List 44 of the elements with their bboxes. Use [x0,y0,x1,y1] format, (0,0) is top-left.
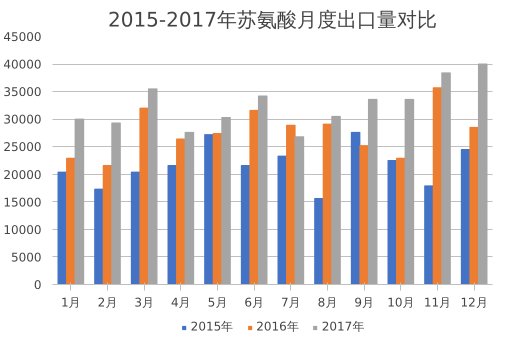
bar [350,132,360,284]
bar [148,88,158,284]
x-tick-label: 9月 [354,296,374,310]
y-tick-label: 15000 [3,195,42,210]
y-tick-label: 45000 [3,30,42,44]
y-tick-label: 5000 [10,250,42,264]
bar [404,98,414,284]
y-tick-label: 25000 [3,140,42,154]
bar [184,132,194,284]
bar [286,124,296,284]
bar [368,98,378,284]
bar [212,132,222,284]
x-tick-label: 5月 [208,296,228,310]
x-tick-label: 11月 [424,296,452,310]
legend-label: 2015年 [190,318,234,336]
legend-label: 2016年 [256,318,299,336]
y-tick-label: 20000 [3,168,42,182]
bar [102,164,112,284]
chart-title: 2015-2017年苏氨酸月度出口量对比 [108,8,438,32]
x-tick-label: 8月 [318,296,338,310]
x-tick-label: 10月 [387,296,414,310]
bar [111,122,121,284]
bar [441,72,451,284]
bar [322,124,332,284]
bar [294,136,304,284]
legend-label: 2017年 [322,318,364,336]
bar [432,87,442,284]
x-tick-label: 6月 [244,296,264,310]
bar [221,117,231,284]
bar [74,118,84,284]
x-tick-label: 1月 [61,296,81,310]
x-tick-label: 3月 [134,296,154,310]
bar [258,96,268,284]
x-tick-label: 2月 [98,296,118,310]
y-tick-label: 0 [34,278,42,292]
x-tick-label: 12月 [460,296,488,310]
x-tick-label: 7月 [281,296,301,310]
y-tick-label: 35000 [3,85,42,100]
y-tick-label: 40000 [3,58,42,72]
x-tick-label: 4月 [171,296,191,310]
y-tick-label: 10000 [3,222,42,237]
bar [331,116,341,284]
y-tick-label: 30000 [3,112,42,127]
bar [478,64,488,284]
